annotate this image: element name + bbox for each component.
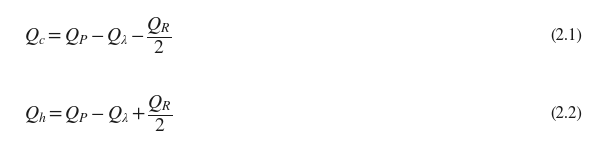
Text: (2.2): (2.2) bbox=[550, 106, 582, 122]
Text: (2.1): (2.1) bbox=[550, 28, 582, 44]
Text: $Q_c = Q_P - Q_{\lambda} - \dfrac{Q_R}{2}$: $Q_c = Q_P - Q_{\lambda} - \dfrac{Q_R}{2… bbox=[24, 16, 171, 56]
Text: $Q_h = Q_P - Q_{\lambda} + \dfrac{Q_R}{2}$: $Q_h = Q_P - Q_{\lambda} + \dfrac{Q_R}{2… bbox=[24, 94, 173, 134]
